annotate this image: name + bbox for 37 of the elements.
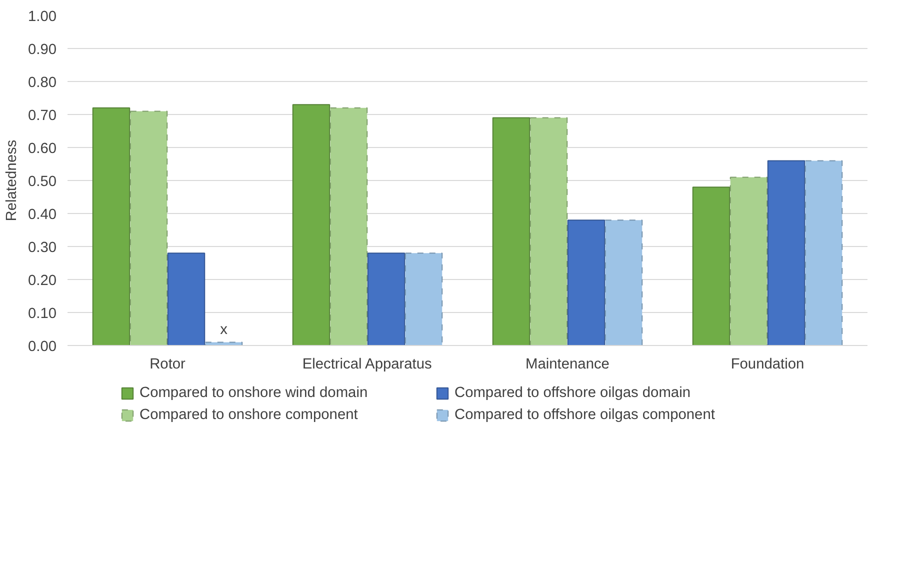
bar (804, 160, 843, 346)
legend-label: Compared to offshore oilgas component (454, 407, 716, 423)
bar (92, 107, 130, 346)
y-tick-label: 0.20 (28, 273, 57, 289)
bar (692, 186, 730, 346)
bar (530, 117, 568, 346)
y-tick-label: 0.60 (28, 141, 57, 157)
bar (567, 220, 606, 346)
y-tick-label: 1.00 (28, 9, 57, 25)
bar (167, 252, 206, 346)
y-tick-label: 0.40 (28, 207, 57, 223)
annotation: x (220, 322, 228, 338)
bar (204, 342, 243, 346)
y-tick-label: 0.90 (28, 42, 57, 58)
bar (292, 104, 330, 346)
legend-label: Compared to offshore oilgas domain (454, 385, 692, 401)
bar (367, 252, 406, 346)
y-axis-title: Relatedness (4, 140, 20, 222)
bar (404, 252, 443, 346)
x-tick-label: Rotor (150, 356, 186, 372)
y-tick-label: 0.30 (28, 240, 57, 256)
y-tick-label: 0.70 (28, 108, 57, 124)
y-tick-label: 0.00 (28, 339, 57, 355)
x-tick-label: Maintenance (526, 356, 610, 372)
legend-label: Compared to onshore component (139, 407, 359, 423)
bar (767, 160, 806, 346)
y-tick-label: 0.10 (28, 306, 57, 322)
bar (604, 220, 643, 346)
bar (730, 176, 768, 346)
y-tick-label: 0.50 (28, 174, 57, 190)
x-tick-label: Foundation (730, 356, 804, 372)
legend-label: Compared to onshore wind domain (139, 385, 369, 401)
bar (330, 107, 368, 346)
x-tick-label: Electrical Apparatus (302, 356, 432, 372)
bar (492, 117, 530, 346)
y-tick-label: 0.80 (28, 75, 57, 91)
bar (130, 110, 168, 346)
